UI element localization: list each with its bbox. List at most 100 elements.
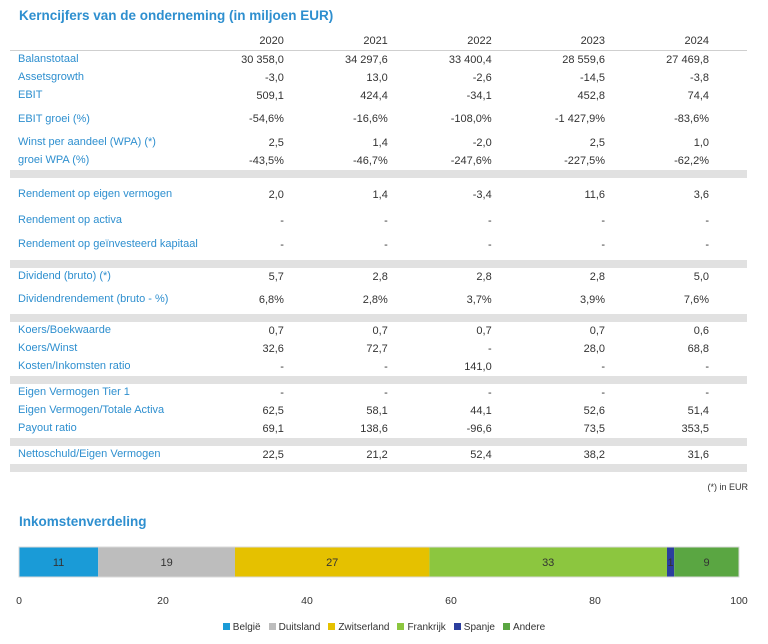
value-cell: 509,1 (256, 89, 284, 102)
value-cell: - (384, 238, 388, 251)
x-tick-label: 60 (445, 595, 457, 607)
value-cell: - (488, 238, 492, 251)
x-tick-label: 80 (589, 595, 601, 607)
legend-label: Spanje (463, 622, 495, 633)
value-cell: 44,1 (470, 404, 492, 417)
value-cell: -14,5 (579, 71, 606, 84)
row-label: Koers/Winst (18, 342, 78, 354)
legend-label: Duitsland (278, 622, 321, 633)
legend-label: Frankrijk (407, 622, 446, 633)
value-cell: - (488, 214, 492, 227)
row-label: Rendement op eigen vermogen (18, 188, 173, 200)
row-label: Dividendrendement (bruto - %) (18, 293, 169, 305)
table-row: Koers/Boekwaarde 0,7 0,7 0,7 0,7 0,6 (10, 322, 747, 340)
value-cell: 0,6 (693, 324, 709, 337)
row-label: Rendement op activa (18, 214, 122, 226)
value-cell: 3,6 (693, 188, 709, 201)
legend-swatch (453, 622, 461, 630)
value-cell: 141,0 (464, 360, 492, 373)
separator-cell (10, 313, 747, 322)
value-cell: - (601, 386, 606, 399)
value-cell: - (601, 214, 606, 227)
value-cell: - (384, 386, 388, 399)
separator-cell (10, 375, 747, 384)
year-header: 2023 (580, 35, 606, 47)
value-cell: -83,6% (674, 113, 709, 125)
legend-swatch (268, 622, 276, 630)
value-cell: 1,4 (372, 188, 388, 201)
value-cell: 2,8 (589, 270, 606, 283)
value-cell: -2,0 (472, 136, 492, 149)
table-row: Eigen Vermogen Tier 1 - - - - - (10, 384, 747, 402)
value-cell: 6,8% (258, 293, 284, 306)
table-row: Rendement op activa - - - - - (10, 212, 747, 230)
value-cell: - (488, 342, 492, 355)
bar-segment-zwitserland (235, 547, 430, 577)
value-cell: -227,5% (564, 154, 606, 167)
chart-title: Inkomstenverdeling (19, 514, 147, 529)
table-row: Balanstotaal 30 358,0 34 297,6 33 400,4 28 5… (10, 51, 747, 69)
legend-item: Zwitserland (328, 622, 389, 633)
row-label: EBIT groei (%) (18, 112, 90, 125)
group-separator (10, 169, 747, 178)
group-separator (10, 259, 747, 268)
row-label: Rendement op geïnvesteerd kapitaal (18, 238, 198, 250)
data-label: 1 (668, 557, 674, 569)
value-cell: 52,4 (470, 448, 492, 461)
value-cell: 28 559,6 (562, 53, 606, 66)
key-figures-table: 2020 2021 2022 2023 2024 Balanstotaal 30 … (10, 32, 747, 472)
table-row: groei WPA (%) -43,5% -46,7% -247,6% -227,5% -… (10, 152, 747, 170)
bar-segment-spanje (667, 547, 675, 577)
legend-item: België (222, 622, 261, 633)
bar-segment-belgië (19, 547, 99, 577)
row-label: Winst per aandeel (WPA) (*) (18, 136, 156, 148)
legend-swatch (222, 622, 230, 630)
separator-cell (10, 169, 747, 178)
value-cell: 22,5 (262, 448, 284, 461)
value-cell: - (384, 214, 388, 227)
row-label: Nettoschuld/Eigen Vermogen (18, 448, 161, 460)
value-cell: 31,6 (687, 448, 709, 461)
value-cell: - (601, 360, 606, 373)
value-cell: 424,4 (360, 89, 388, 102)
row-label: groei WPA (%) (18, 154, 90, 166)
year-header: 2022 (467, 35, 492, 47)
year-header: 2021 (363, 35, 388, 47)
row-label: Eigen Vermogen/Totale Activa (18, 404, 165, 416)
value-cell: 0,7 (268, 324, 284, 337)
value-cell: -3,8 (690, 71, 709, 84)
table-row: Koers/Winst 32,6 72,7 - 28,0 68,8 (10, 340, 747, 358)
legend-swatch (328, 622, 336, 630)
value-cell: -54,6% (249, 113, 284, 125)
row-label: EBIT (18, 89, 43, 101)
value-cell: 3,9% (579, 293, 606, 306)
row-label: Kosten/Inkomsten ratio (18, 360, 131, 372)
value-cell: - (705, 386, 709, 399)
value-cell: - (601, 238, 606, 251)
x-tick-label: 0 (16, 595, 22, 607)
value-cell: - (705, 360, 709, 373)
x-tick-label: 100 (730, 595, 748, 607)
table-row: EBIT 509,1 424,4 -34,1 452,8 74,4 (10, 87, 747, 105)
value-cell: 0,7 (476, 324, 492, 337)
x-tick-label: 40 (301, 595, 313, 607)
value-cell: 62,5 (262, 404, 284, 417)
value-cell: -46,7% (352, 154, 388, 167)
value-cell: - (280, 214, 284, 227)
table-row: EBIT groei (%) -54,6% -16,6% -108,0% -1 427,… (10, 105, 747, 134)
value-cell: - (280, 238, 284, 251)
value-cell: 21,2 (366, 448, 388, 461)
value-cell: 3,7% (466, 293, 492, 306)
value-cell: 1,0 (693, 136, 709, 149)
year-header: 2020 (259, 35, 284, 47)
value-cell: 32,6 (262, 342, 284, 355)
row-label: Balanstotaal (18, 53, 79, 66)
value-cell: - (384, 360, 388, 373)
value-cell: 2,5 (589, 136, 606, 149)
table-row: Dividend (bruto) (*) 5,7 2,8 2,8 2,8 5,0 (10, 268, 747, 286)
data-label: 19 (160, 557, 172, 569)
data-label: 11 (53, 557, 64, 569)
value-cell: - (705, 214, 709, 227)
x-tick-label: 20 (157, 595, 169, 607)
value-cell: 27 469,8 (666, 53, 709, 66)
